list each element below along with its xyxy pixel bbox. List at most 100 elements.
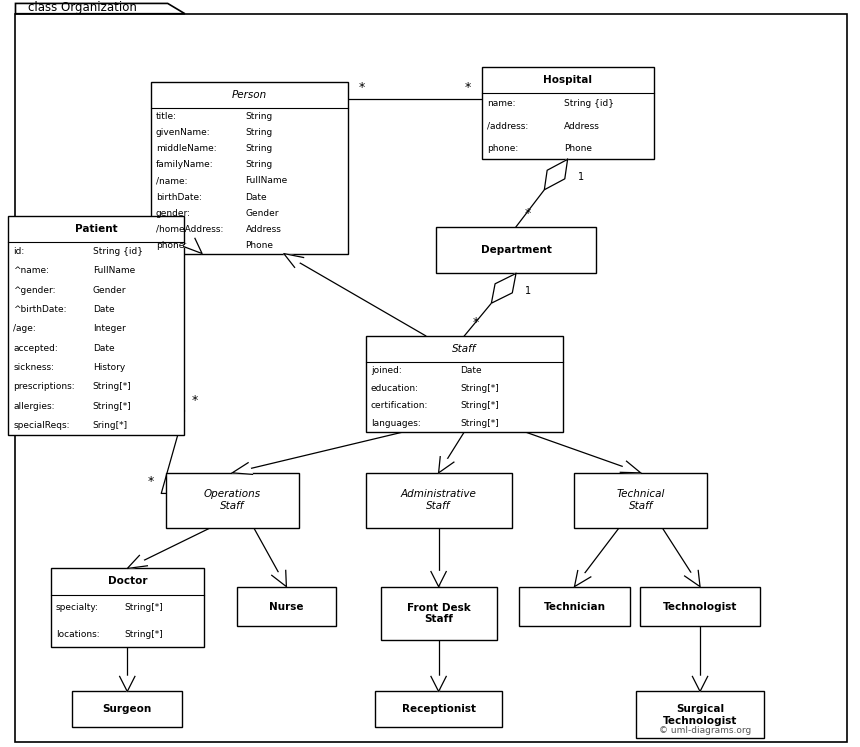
- Text: ^gender:: ^gender:: [14, 286, 56, 295]
- Polygon shape: [15, 4, 185, 13]
- Text: /name:: /name:: [156, 176, 187, 185]
- Bar: [366, 473, 512, 527]
- Text: languages:: languages:: [371, 418, 421, 427]
- Text: Receptionist: Receptionist: [402, 704, 476, 714]
- Text: joined:: joined:: [371, 366, 402, 375]
- Text: Integer: Integer: [93, 324, 126, 333]
- Text: givenName:: givenName:: [156, 128, 211, 137]
- Text: FullName: FullName: [93, 267, 135, 276]
- Text: gender:: gender:: [156, 208, 191, 217]
- Bar: [366, 336, 563, 432]
- Bar: [9, 216, 184, 436]
- Polygon shape: [574, 571, 591, 586]
- Text: Date: Date: [245, 193, 267, 202]
- Text: phone:: phone:: [156, 241, 187, 250]
- Text: Technician: Technician: [544, 601, 605, 612]
- Text: certification:: certification:: [371, 401, 428, 410]
- Polygon shape: [120, 677, 135, 692]
- Polygon shape: [692, 677, 708, 692]
- Bar: [150, 82, 348, 253]
- Text: /homeAddress:: /homeAddress:: [156, 225, 223, 234]
- Text: String: String: [245, 128, 273, 137]
- Text: class Organization: class Organization: [28, 1, 138, 14]
- Polygon shape: [127, 556, 147, 568]
- Text: Staff: Staff: [452, 344, 476, 354]
- Polygon shape: [439, 456, 454, 473]
- Bar: [482, 66, 654, 159]
- Text: Phone: Phone: [564, 143, 593, 152]
- Text: /age:: /age:: [14, 324, 36, 333]
- Text: prescriptions:: prescriptions:: [14, 382, 75, 391]
- Text: Gender: Gender: [245, 208, 279, 217]
- Bar: [640, 586, 760, 627]
- Polygon shape: [685, 571, 700, 586]
- Bar: [380, 586, 497, 640]
- Bar: [237, 586, 335, 627]
- Text: education:: education:: [371, 383, 419, 393]
- Polygon shape: [544, 159, 568, 190]
- Text: *: *: [525, 207, 531, 220]
- Bar: [574, 473, 707, 527]
- Text: Sring[*]: Sring[*]: [93, 421, 128, 430]
- Text: Surgeon: Surgeon: [102, 704, 152, 714]
- Text: Administrative
Staff: Administrative Staff: [401, 489, 476, 511]
- Text: ^birthDate:: ^birthDate:: [14, 305, 67, 314]
- Text: Patient: Patient: [75, 224, 118, 234]
- Polygon shape: [232, 462, 253, 474]
- Text: birthDate:: birthDate:: [156, 193, 201, 202]
- Text: title:: title:: [156, 112, 176, 121]
- Text: Address: Address: [245, 225, 281, 234]
- Bar: [165, 473, 299, 527]
- Text: Date: Date: [93, 305, 114, 314]
- Text: String {id}: String {id}: [93, 247, 143, 256]
- Text: phone:: phone:: [487, 143, 518, 152]
- Text: String {id}: String {id}: [564, 99, 614, 108]
- Text: /address:: /address:: [487, 122, 528, 131]
- Bar: [436, 227, 595, 273]
- Text: Operations
Staff: Operations Staff: [204, 489, 261, 511]
- Polygon shape: [431, 571, 446, 586]
- Text: String[*]: String[*]: [460, 383, 499, 393]
- Text: Date: Date: [460, 366, 482, 375]
- Text: String[*]: String[*]: [460, 401, 499, 410]
- Text: Nurse: Nurse: [269, 601, 304, 612]
- Text: Address: Address: [564, 122, 600, 131]
- Text: Surgical
Technologist: Surgical Technologist: [663, 704, 737, 725]
- Text: familyName:: familyName:: [156, 161, 213, 170]
- Text: Front Desk
Staff: Front Desk Staff: [407, 603, 470, 624]
- Polygon shape: [272, 571, 286, 586]
- Text: Department: Department: [481, 245, 551, 255]
- Text: Gender: Gender: [93, 286, 126, 295]
- Text: 1: 1: [578, 172, 584, 182]
- Text: String[*]: String[*]: [93, 402, 132, 411]
- Text: accepted:: accepted:: [14, 344, 58, 353]
- Text: String: String: [245, 144, 273, 153]
- Text: Technologist: Technologist: [663, 601, 737, 612]
- Bar: [51, 568, 204, 648]
- Bar: [519, 586, 630, 627]
- Text: sickness:: sickness:: [14, 363, 54, 372]
- Text: middleName:: middleName:: [156, 144, 216, 153]
- Text: Doctor: Doctor: [108, 577, 147, 586]
- Text: Person: Person: [232, 90, 267, 100]
- Bar: [72, 692, 182, 727]
- Text: 1: 1: [525, 286, 531, 296]
- Text: String[*]: String[*]: [124, 630, 163, 639]
- Text: String[*]: String[*]: [93, 382, 132, 391]
- Text: *: *: [191, 394, 198, 407]
- Text: allergies:: allergies:: [14, 402, 55, 411]
- Text: String: String: [245, 161, 273, 170]
- Polygon shape: [620, 461, 641, 473]
- Text: locations:: locations:: [56, 630, 100, 639]
- Text: *: *: [473, 316, 479, 329]
- Text: String[*]: String[*]: [460, 418, 499, 427]
- Bar: [375, 692, 502, 727]
- Polygon shape: [284, 253, 304, 267]
- Text: FullName: FullName: [245, 176, 288, 185]
- Text: *: *: [148, 475, 155, 488]
- Text: © uml-diagrams.org: © uml-diagrams.org: [659, 726, 752, 735]
- Text: id:: id:: [14, 247, 25, 256]
- Polygon shape: [184, 238, 202, 253]
- Text: Phone: Phone: [245, 241, 273, 250]
- Text: *: *: [359, 81, 365, 94]
